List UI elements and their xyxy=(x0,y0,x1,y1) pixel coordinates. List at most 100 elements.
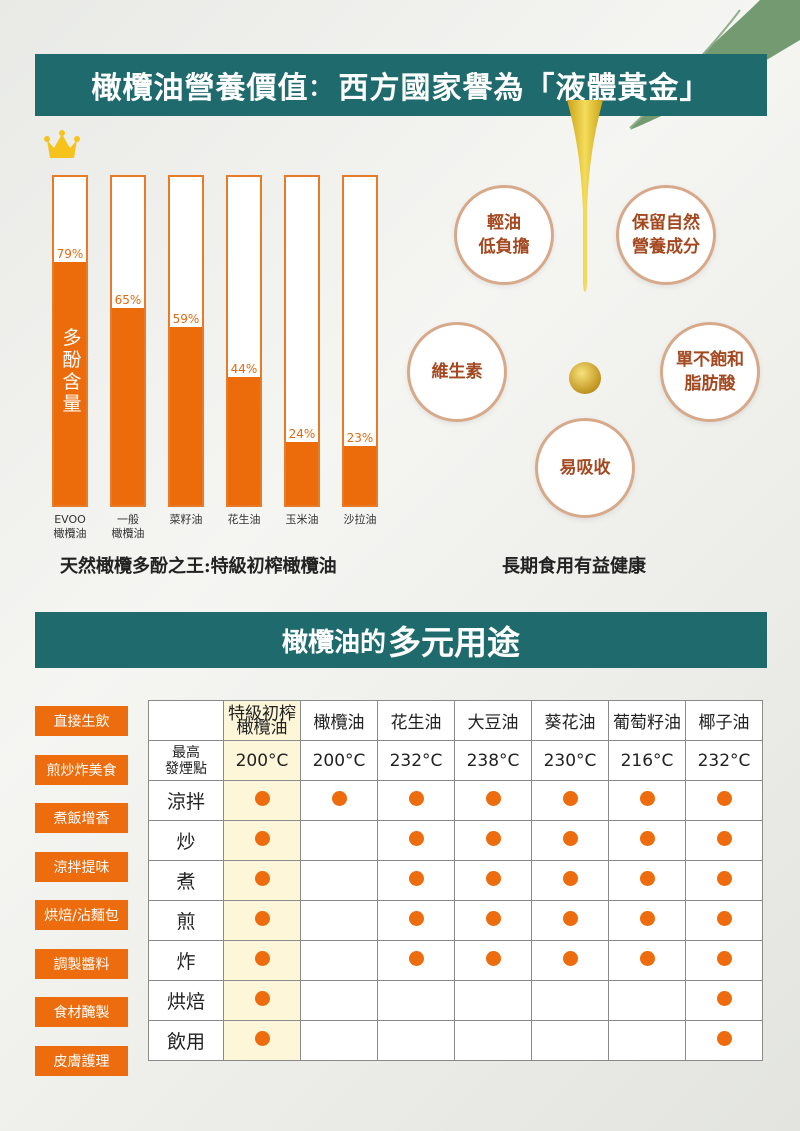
usage-cell xyxy=(377,820,455,861)
usage-cell xyxy=(223,900,301,941)
usage-cell xyxy=(454,980,532,1021)
usage-cell xyxy=(300,820,378,861)
oil-header: 大豆油 xyxy=(454,700,532,741)
usage-cell xyxy=(377,900,455,941)
bar-fill xyxy=(112,291,144,505)
usage-cell xyxy=(608,780,686,821)
usage-dot-icon xyxy=(639,950,655,966)
usage-cell xyxy=(223,780,301,821)
usage-dot-icon xyxy=(254,910,270,926)
bar-value-label: 24% xyxy=(286,426,318,443)
table-row: 炸 xyxy=(148,940,763,981)
usage-dot-icon xyxy=(716,910,732,926)
bar-5: 23% xyxy=(342,175,378,507)
usage-dot-icon xyxy=(639,830,655,846)
table-row: 涼拌 xyxy=(148,780,763,821)
usage-cell xyxy=(685,860,763,901)
usage-dot-icon xyxy=(254,870,270,886)
usage-dot-icon xyxy=(716,830,732,846)
oil-header: 葵花油 xyxy=(531,700,609,741)
usage-dot-icon xyxy=(254,830,270,846)
usage-cell xyxy=(685,980,763,1021)
usage-cell xyxy=(531,940,609,981)
usage-cell xyxy=(377,940,455,981)
usage-cell xyxy=(608,980,686,1021)
method-label: 煮 xyxy=(148,860,224,901)
usage-dot-icon xyxy=(408,950,424,966)
usage-dot-icon xyxy=(408,910,424,926)
uses-banner: 橄欖油的 多元用途 xyxy=(35,612,767,668)
chart-caption: 天然橄欖多酚之王:特級初榨橄欖油 xyxy=(60,556,337,577)
category-label: 菜籽油 xyxy=(169,513,203,526)
table-row: 烘焙 xyxy=(148,980,763,1021)
usage-cell xyxy=(531,1020,609,1061)
usage-cell xyxy=(454,820,532,861)
bar-fill xyxy=(228,360,260,505)
benefits-caption: 長期食用有益健康 xyxy=(502,556,646,577)
table-row: 煎 xyxy=(148,900,763,941)
bar-value-label: 23% xyxy=(344,429,376,446)
bar-4: 24% xyxy=(284,175,320,507)
usage-dot-icon xyxy=(639,790,655,806)
title-colon: ： xyxy=(308,74,333,101)
benefit-mufa: 單不飽和 脂肪酸 xyxy=(660,322,760,422)
usage-cell xyxy=(685,900,763,941)
bar-fill xyxy=(54,245,86,505)
bar-0: 79% 多酚含量 xyxy=(52,175,88,507)
category-label: EVOO 橄欖油 xyxy=(53,513,87,540)
usage-dot-icon xyxy=(254,790,270,806)
benefit-nutrients: 保留自然 營養成分 xyxy=(616,185,716,285)
method-label: 炸 xyxy=(148,940,224,981)
usage-dot-icon xyxy=(562,950,578,966)
bar-3: 44% xyxy=(226,175,262,507)
oil-header: 特級初榨 橄欖油 xyxy=(223,700,301,741)
method-label: 煎 xyxy=(148,900,224,941)
use-item: 直接生飲 xyxy=(35,706,128,736)
usage-cell xyxy=(608,860,686,901)
method-label: 飲用 xyxy=(148,1020,224,1061)
usage-cell xyxy=(223,860,301,901)
usage-dot-icon xyxy=(716,990,732,1006)
category-label: 花生油 xyxy=(227,513,261,526)
usage-dot-icon xyxy=(485,870,501,886)
usage-cell xyxy=(300,1020,378,1061)
smoke-point-value: 238°C xyxy=(454,740,532,781)
smoke-point-value: 200°C xyxy=(223,740,301,781)
use-item: 調製醬料 xyxy=(35,948,128,979)
usage-dot-icon xyxy=(485,830,501,846)
usage-dot-icon xyxy=(562,910,578,926)
usage-cell xyxy=(223,980,301,1021)
usage-cell xyxy=(454,1020,532,1061)
method-label: 炒 xyxy=(148,820,224,861)
benefit-absorb: 易吸收 xyxy=(535,418,635,518)
usage-dot-icon xyxy=(562,870,578,886)
usage-cell xyxy=(377,780,455,821)
usage-cell xyxy=(300,980,378,1021)
usage-dot-icon xyxy=(716,1030,732,1046)
usage-dot-icon xyxy=(408,830,424,846)
usage-cell xyxy=(223,1020,301,1061)
benefit-light-oil: 輕油 低負擔 xyxy=(454,185,554,285)
usage-dot-icon xyxy=(408,790,424,806)
use-item: 烘焙/沾麵包 xyxy=(35,900,128,930)
y-axis-label: 多酚含量 xyxy=(62,327,82,415)
oil-capsule-icon xyxy=(569,362,601,394)
usage-cell xyxy=(531,980,609,1021)
category-label: 一般 橄欖油 xyxy=(111,513,145,540)
title-banner: 橄欖油營養價值 ： 西方國家譽為「液體黃金」 xyxy=(35,54,767,116)
polyphenol-bar-chart: 79% 多酚含量 EVOO 橄欖油 65% 一般 橄欖油 59% 菜籽油 44% 花生油 24% 玉… xyxy=(50,175,390,540)
usage-dot-icon xyxy=(408,870,424,886)
usage-dot-icon xyxy=(716,870,732,886)
usage-cell xyxy=(608,900,686,941)
bar-1: 65% xyxy=(110,175,146,507)
usage-cell xyxy=(531,860,609,901)
usage-dot-icon xyxy=(639,870,655,886)
bar-fill xyxy=(170,311,202,505)
smoke-point-value: 230°C xyxy=(531,740,609,781)
smoke-point-label: 最高 發煙點 xyxy=(148,740,224,781)
usage-dot-icon xyxy=(485,950,501,966)
usage-cell xyxy=(377,860,455,901)
usage-cell xyxy=(300,900,378,941)
smoke-point-value: 200°C xyxy=(300,740,378,781)
table-row: 煮 xyxy=(148,860,763,901)
